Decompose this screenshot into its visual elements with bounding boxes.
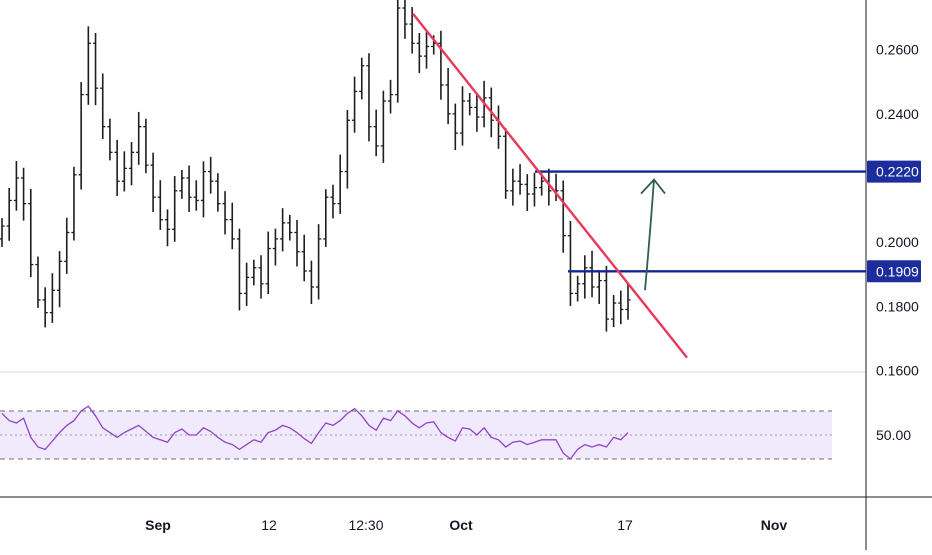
time-axis-label: Sep (145, 517, 171, 533)
price-label-box (867, 160, 921, 183)
candles-group (0, 0, 631, 332)
time-axis-label: 17 (617, 517, 633, 533)
price-tick-label: 0.1800 (876, 298, 919, 314)
price-label-text: 0.1909 (876, 263, 919, 279)
trendline (412, 13, 688, 359)
target-arrow-shaft (644, 179, 655, 291)
price-label-box (867, 260, 921, 283)
time-axis-label: Oct (449, 517, 473, 533)
time-axis-label: 12:30 (348, 517, 383, 533)
price-tick-label: 0.1600 (876, 362, 919, 378)
rsi-axis-label: 50.00 (876, 427, 911, 443)
time-axis-label: Nov (761, 517, 788, 533)
price-tick-label: 0.2000 (876, 234, 919, 250)
time-axis-label: 12 (261, 517, 277, 533)
price-axis: 0.2600 0.2400 0.2000 0.1800 0.1600 (876, 42, 919, 379)
price-label-text: 0.2220 (876, 164, 919, 180)
price-tick-label: 0.2400 (876, 106, 919, 122)
rsi-line (1, 405, 629, 460)
target-arrow-head (640, 178, 666, 195)
price-tick-label: 0.2600 (876, 42, 919, 58)
